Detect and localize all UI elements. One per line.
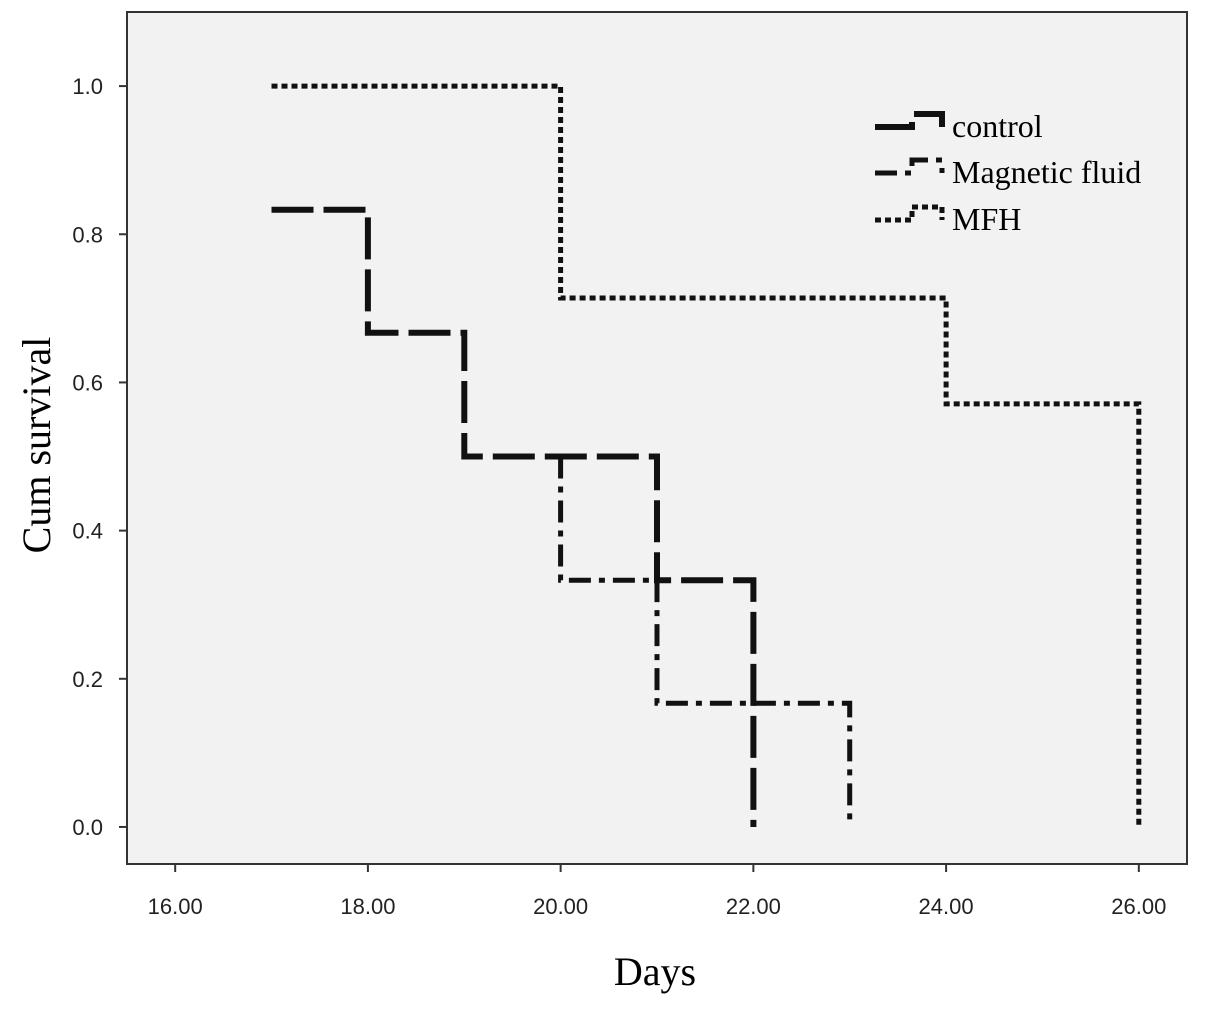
series-line-magnetic-fluid — [558, 456, 853, 827]
y-axis-title: Cum survival — [14, 337, 59, 554]
x-tick-label: 16.00 — [148, 894, 203, 919]
legend-swatch — [875, 204, 945, 223]
y-tick-label: 0.2 — [72, 667, 103, 692]
legend-label: Magnetic fluid — [952, 154, 1141, 190]
y-tick-label: 0.4 — [72, 519, 103, 544]
x-tick-label: 26.00 — [1111, 894, 1166, 919]
series-line-control — [271, 206, 757, 827]
x-tick-label: 20.00 — [533, 894, 588, 919]
legend: control Magnetic fluid MFH — [875, 108, 1141, 237]
y-tick-label: 0.6 — [72, 370, 103, 395]
axes: 0.0 0.2 0.4 0.6 0.8 1.0 16.00 18.00 20.00 22.00 24… — [72, 74, 1166, 919]
legend-swatch — [875, 157, 945, 176]
legend-label: MFH — [952, 201, 1021, 237]
x-tick-label: 18.00 — [340, 894, 395, 919]
y-tick-label: 0.0 — [72, 815, 103, 840]
series-lines — [271, 83, 1142, 827]
series-line-mfh — [271, 83, 1142, 827]
y-tick-label: 1.0 — [72, 74, 103, 99]
legend-swatch — [875, 111, 945, 130]
x-tick-label: 24.00 — [919, 894, 974, 919]
x-axis-title: Days — [614, 949, 696, 994]
x-tick-label: 22.00 — [726, 894, 781, 919]
plot-area — [126, 11, 1188, 865]
y-tick-label: 0.8 — [72, 222, 103, 247]
legend-label: control — [952, 108, 1043, 144]
